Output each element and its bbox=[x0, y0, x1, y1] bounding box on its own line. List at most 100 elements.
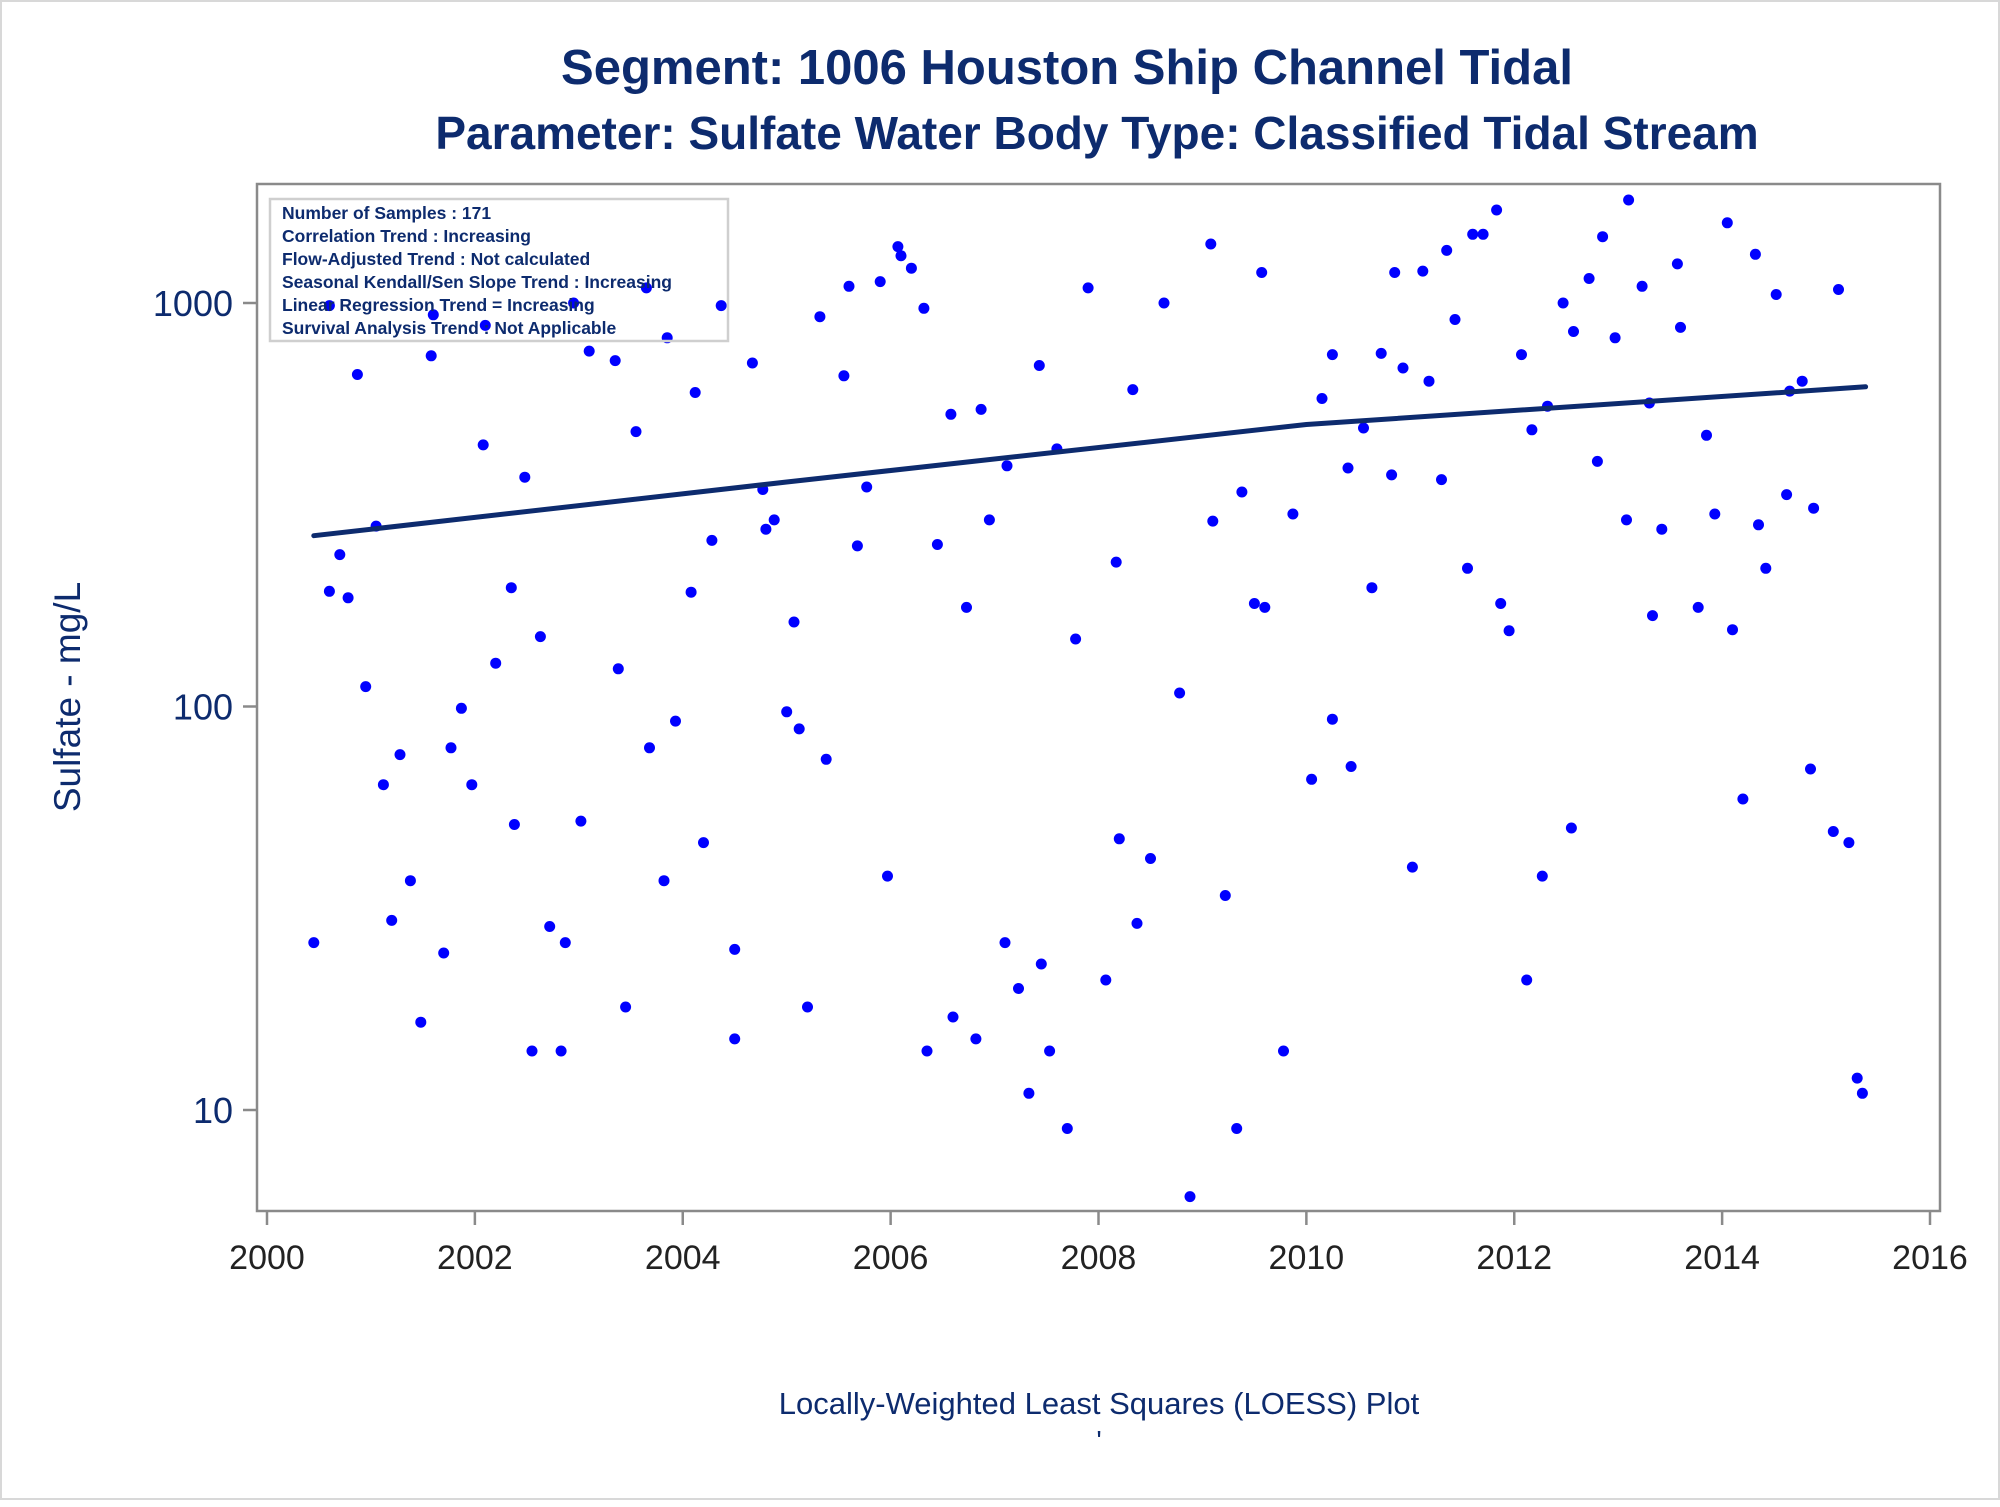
data-point bbox=[670, 715, 681, 727]
data-points bbox=[308, 194, 1868, 1203]
data-point bbox=[1833, 284, 1844, 295]
data-point bbox=[1345, 761, 1357, 772]
data-point bbox=[1609, 332, 1621, 344]
data-point bbox=[851, 540, 863, 552]
data-point bbox=[342, 592, 354, 604]
data-point bbox=[1423, 375, 1435, 387]
data-point bbox=[479, 319, 491, 331]
x-tick-label-2008: 2008 bbox=[1061, 1239, 1137, 1277]
data-point bbox=[1521, 974, 1533, 986]
data-point bbox=[1342, 462, 1354, 474]
stats-line-seasonal-kendall: Seasonal Kendall/Sen Slope Trend : Incre… bbox=[282, 272, 672, 292]
data-point bbox=[1675, 321, 1686, 333]
data-point bbox=[609, 355, 621, 367]
data-point bbox=[729, 943, 741, 955]
data-point bbox=[729, 1033, 741, 1045]
data-point bbox=[1397, 362, 1409, 374]
data-point bbox=[698, 837, 709, 849]
data-point bbox=[788, 616, 800, 628]
data-point bbox=[1851, 1072, 1863, 1084]
data-point bbox=[1061, 1123, 1073, 1134]
data-point bbox=[1647, 610, 1658, 622]
data-point bbox=[1278, 1045, 1289, 1057]
data-point bbox=[689, 387, 701, 398]
data-point bbox=[1013, 983, 1024, 994]
data-point bbox=[861, 481, 873, 493]
data-point bbox=[838, 370, 850, 382]
data-point bbox=[1796, 375, 1808, 387]
loess-line-group bbox=[311, 384, 1869, 539]
data-point bbox=[466, 779, 478, 791]
data-point bbox=[1306, 773, 1318, 785]
data-point bbox=[1127, 384, 1139, 396]
data-point bbox=[1449, 314, 1461, 325]
data-point bbox=[427, 309, 439, 321]
x-tick-label-2012: 2012 bbox=[1476, 1239, 1552, 1277]
data-point bbox=[323, 300, 335, 312]
data-point bbox=[1671, 258, 1683, 270]
data-point bbox=[874, 276, 886, 288]
data-point bbox=[961, 601, 972, 613]
data-point bbox=[1044, 1045, 1056, 1057]
stats-line-linear-regression: Linear Regression Trend = Increasing bbox=[282, 295, 595, 315]
stats-line-survival: Survival Analysis Trend : Not Applicable bbox=[282, 318, 616, 338]
y-axis: 10 100 1000 bbox=[153, 283, 257, 1131]
data-point bbox=[905, 262, 917, 274]
data-point bbox=[360, 681, 372, 693]
y-tick-label-10: 10 bbox=[193, 1090, 233, 1131]
x-tick-label-2006: 2006 bbox=[853, 1239, 929, 1277]
data-point bbox=[814, 311, 826, 323]
data-point bbox=[882, 870, 893, 882]
data-point bbox=[640, 282, 652, 294]
data-point bbox=[1808, 502, 1820, 514]
data-point bbox=[1737, 793, 1749, 805]
data-point bbox=[1035, 958, 1047, 970]
data-point bbox=[1375, 347, 1387, 359]
data-point bbox=[1477, 228, 1489, 240]
x-tick-label-2002: 2002 bbox=[437, 1239, 513, 1277]
data-point bbox=[1184, 1191, 1196, 1203]
chart-subtitle: Parameter: Sulfate Water Body Type: Clas… bbox=[435, 107, 1758, 159]
data-point bbox=[1565, 822, 1577, 834]
y-tick-label-100: 100 bbox=[173, 687, 233, 728]
data-point bbox=[685, 586, 697, 598]
data-point bbox=[1760, 562, 1772, 574]
data-point bbox=[802, 1001, 813, 1013]
data-point bbox=[1033, 360, 1045, 371]
data-point bbox=[975, 403, 987, 415]
data-point bbox=[1082, 282, 1094, 294]
data-point bbox=[519, 471, 531, 483]
data-point bbox=[918, 302, 930, 314]
data-point bbox=[1557, 297, 1569, 309]
data-point bbox=[1692, 601, 1704, 613]
data-point bbox=[1526, 424, 1538, 436]
data-point bbox=[1236, 486, 1248, 498]
data-point bbox=[1287, 508, 1299, 520]
x-tick-label-2010: 2010 bbox=[1269, 1239, 1345, 1277]
data-point bbox=[947, 1011, 959, 1023]
data-point bbox=[1441, 244, 1453, 256]
data-point bbox=[983, 514, 995, 526]
data-point bbox=[715, 300, 727, 312]
data-point bbox=[1070, 633, 1082, 645]
data-point bbox=[1805, 763, 1816, 775]
data-point bbox=[1158, 297, 1170, 309]
data-point bbox=[1256, 267, 1268, 278]
data-point bbox=[1366, 582, 1378, 594]
data-point bbox=[575, 815, 587, 827]
data-point bbox=[1316, 393, 1328, 404]
data-point bbox=[404, 875, 416, 887]
data-point bbox=[843, 280, 855, 292]
data-point bbox=[1621, 514, 1632, 526]
data-point bbox=[1436, 474, 1447, 486]
data-point bbox=[323, 585, 335, 597]
data-point bbox=[931, 539, 943, 550]
y-tick-label-1000: 1000 bbox=[153, 283, 233, 324]
data-point bbox=[1770, 289, 1782, 300]
data-point bbox=[438, 947, 450, 959]
data-point bbox=[892, 241, 904, 253]
data-point bbox=[921, 1045, 933, 1057]
data-point bbox=[1623, 194, 1635, 206]
